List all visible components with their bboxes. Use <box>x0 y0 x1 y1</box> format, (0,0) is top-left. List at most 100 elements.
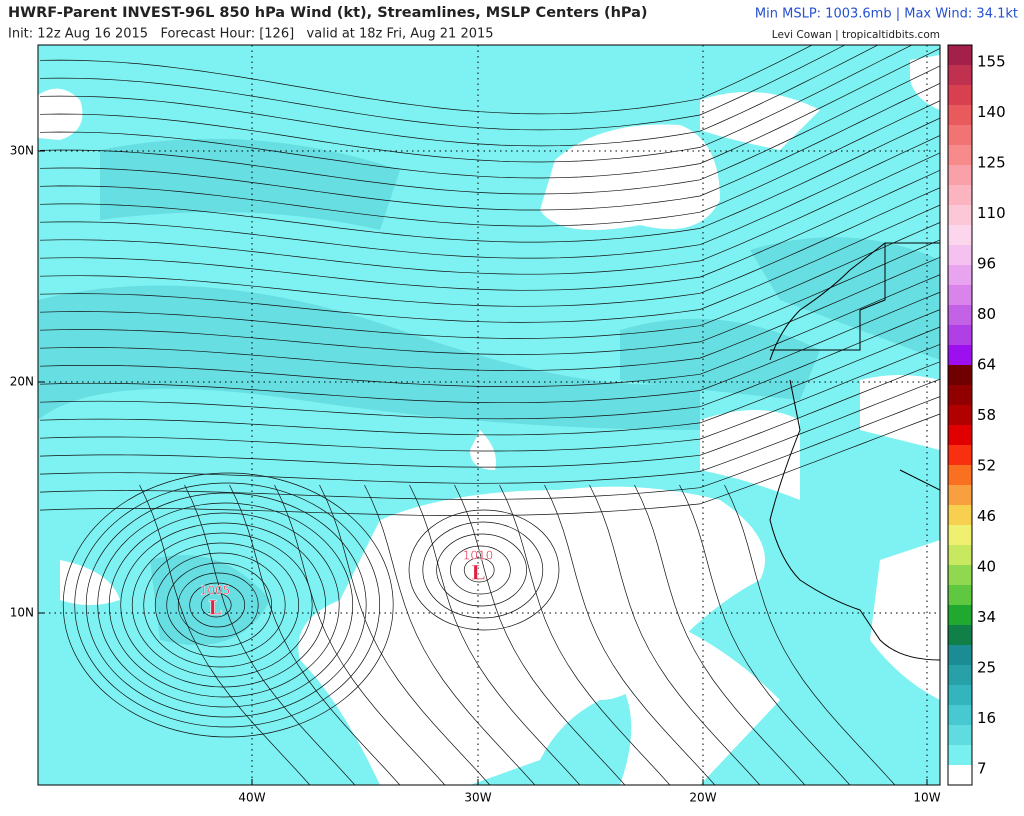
colorbar-swatch <box>948 625 972 646</box>
colorbar-swatch <box>948 665 972 686</box>
streamlines <box>39 45 940 785</box>
spiral-streamline <box>74 482 381 728</box>
streamline <box>679 484 851 785</box>
colorbar-swatch <box>948 205 972 226</box>
spiral-streamline <box>166 562 273 648</box>
colorbar-label: 125 <box>977 154 1006 172</box>
colorbar-swatch <box>948 85 972 106</box>
colorbar-label: 34 <box>977 608 996 626</box>
spiral-streamline <box>408 509 560 631</box>
colorbar-swatch <box>948 545 972 566</box>
calm-areas <box>38 55 940 785</box>
streamline <box>454 484 626 785</box>
streamline <box>364 484 536 785</box>
spiral-streamline <box>97 502 354 708</box>
colorbar-swatch <box>948 705 972 726</box>
low-pressure: 1005 <box>200 584 231 598</box>
spiral-streamline <box>422 521 544 619</box>
spiral-streamline <box>450 545 511 595</box>
colorbar-swatch <box>948 685 972 706</box>
streamline <box>39 117 940 243</box>
streamline <box>39 239 940 355</box>
lon-label: 20W <box>689 791 716 805</box>
colorbar-swatch <box>948 525 972 546</box>
streamline <box>139 484 311 785</box>
streamline <box>274 484 446 785</box>
colorbar-label: 40 <box>977 558 996 576</box>
colorbar-label: 96 <box>977 255 996 273</box>
colorbar-swatch <box>948 405 972 426</box>
streamline <box>39 361 940 468</box>
map-frame <box>37 44 941 786</box>
coastline <box>769 242 940 661</box>
colorbar-swatch <box>948 565 972 586</box>
spiral-streamline <box>200 592 232 618</box>
streamline <box>39 326 940 436</box>
spiral-streamline <box>463 557 495 583</box>
streamline <box>544 484 716 785</box>
colorbar-swatch <box>948 345 972 366</box>
streamline <box>634 484 806 785</box>
spiral-streamline <box>143 542 300 668</box>
colorbar-swatch <box>948 465 972 486</box>
colorbar-swatch <box>948 585 972 606</box>
colorbar-label: 7 <box>977 760 987 778</box>
colorbar-swatch <box>948 145 972 166</box>
colorbar-swatch <box>948 225 972 246</box>
streamline <box>39 65 940 195</box>
streamline <box>39 100 940 227</box>
colorbar-swatch <box>948 45 972 66</box>
colorbar-swatch <box>948 645 972 666</box>
streamline <box>39 45 913 163</box>
lon-label: 30W <box>464 791 491 805</box>
subtitle: Init: 12z Aug 16 2015 Forecast Hour: [12… <box>8 27 494 42</box>
colorbar-swatch <box>948 245 972 266</box>
colorbar-label: 16 <box>977 709 996 727</box>
streamline <box>39 45 813 115</box>
stats: Min MSLP: 1003.6mb | Max Wind: 34.1kt <box>755 7 1018 22</box>
title: HWRF-Parent INVEST-96L 850 hPa Wind (kt)… <box>8 5 648 21</box>
colorbar-swatch <box>948 765 972 786</box>
streamline <box>39 413 940 516</box>
low-symbol: L <box>471 561 485 585</box>
colorbar-swatch <box>948 125 972 146</box>
colorbar-frame <box>947 44 973 786</box>
streamline <box>39 396 940 500</box>
colorbar-swatch <box>948 265 972 286</box>
credit: Levi Cowan | tropicaltidbits.com <box>772 29 940 41</box>
colorbar-swatch <box>948 605 972 626</box>
streamline <box>39 48 940 179</box>
streamline <box>39 169 940 291</box>
colorbar-label: 110 <box>977 204 1006 222</box>
streamline <box>39 82 940 211</box>
spiral-streamline <box>154 552 286 658</box>
spiral-streamline <box>189 582 246 628</box>
streamline <box>39 378 940 484</box>
streamline <box>499 484 671 785</box>
colorbar-label: 140 <box>977 103 1006 121</box>
colorbar-swatch <box>948 425 972 446</box>
colorbar-swatch <box>948 305 972 326</box>
colorbar-swatch <box>948 725 972 746</box>
streamline <box>39 204 940 323</box>
colorbar-swatch <box>948 165 972 186</box>
streamline <box>724 484 896 785</box>
low-symbol: L <box>208 596 222 620</box>
streamline <box>39 222 940 339</box>
colorbar-swatch <box>948 745 972 766</box>
spiral-streamline <box>131 532 313 678</box>
lat-label: 10N <box>10 606 34 620</box>
streamline <box>39 187 940 307</box>
streamline <box>39 344 940 452</box>
colorbar-swatch <box>948 505 972 526</box>
spiral-streamline <box>177 572 259 638</box>
streamline <box>229 484 401 785</box>
colorbar-label: 64 <box>977 356 996 374</box>
lat-label: 30N <box>10 144 34 158</box>
colorbar-swatch <box>948 445 972 466</box>
colorbar-label: 46 <box>977 507 996 525</box>
streamline <box>39 45 879 147</box>
streamline <box>319 484 491 785</box>
streamline <box>39 291 940 404</box>
